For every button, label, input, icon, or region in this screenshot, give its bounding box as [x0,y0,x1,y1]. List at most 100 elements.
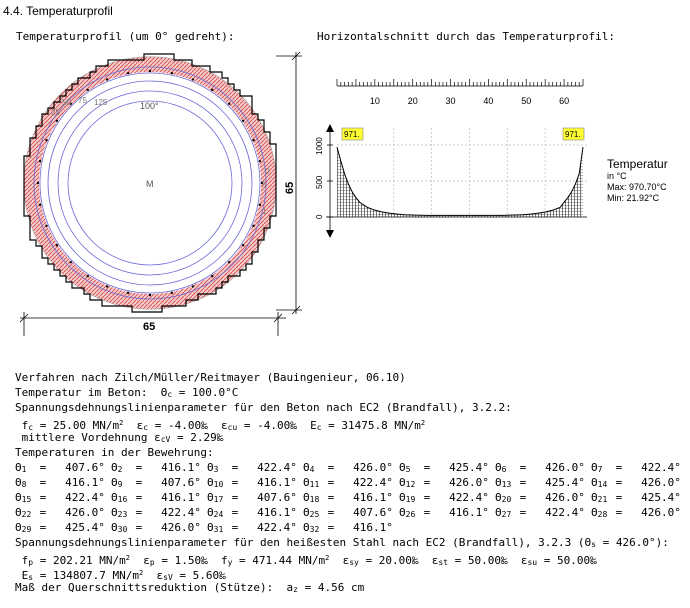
rebar-temperature: Θ14 = 426.0° [591,476,686,489]
rebar-temperature: Θ2 = 416.1° [111,461,206,474]
rebar-dot [258,159,262,163]
arc-label: 1 [262,207,267,216]
rebar-temperature: Θ25 = 407.6° [303,506,398,519]
equals: = [231,521,245,534]
subscript: c [167,390,173,399]
stepped-outline [23,53,277,313]
subscript: sy [349,558,359,567]
rebar-dot [170,291,174,295]
y-axis: 1000 500 0 [315,124,587,238]
rebar-temperature: Θ13 = 425.4° [495,476,590,489]
rebar-value: 416.1° [449,506,489,519]
rebar-temperature: Θ9 = 407.6° [111,476,206,489]
rebar-value: 416.1° [257,476,297,489]
peak-label-box [562,127,585,141]
symbol: Θ [111,521,118,534]
rebar-dot [36,181,40,185]
rebar-index: 28 [597,510,608,519]
symbol: Θ [111,491,118,504]
isotherm-lines [33,66,267,300]
rebar-index: 14 [597,480,608,489]
subscript: c [316,423,322,432]
y-tick-label: 500 [315,175,324,189]
rebar-temperature: Θ29 = 425.4° [15,521,110,534]
equals: = [327,476,341,489]
rebar-value: 425.4° [545,476,585,489]
rebar-dot [258,203,262,207]
rebar-index: 22 [21,510,32,519]
rebar-index: 30 [117,525,128,534]
subscript: cV [160,435,171,444]
symbol: Θ [207,476,214,489]
text: Spannungsdehnungslinienparameter für den… [15,536,585,549]
section-reduction-line: Maß der Querschnittsreduktion (Stütze): … [15,581,364,595]
rebar-temperature: Θ26 = 416.1° [399,506,494,519]
equals: = [423,491,437,504]
rebar-dot [252,138,255,142]
spacer [418,554,431,567]
rebar-dot [55,119,59,122]
equals: = [423,506,437,519]
superscript: 2 [325,554,330,562]
rebar-value: 407.6° [257,491,297,504]
symbol: ε [136,419,144,432]
rebar-value: 422.4° [449,491,489,504]
rebar-index: 7 [597,465,603,474]
equals: = [135,461,149,474]
rebar-value: 425.4° [65,521,105,534]
symbol: Θ [495,491,502,504]
symbol: E [21,569,29,582]
equals: = [135,506,149,519]
symbol: Θ [591,476,598,489]
equals: = [231,491,245,504]
equals: = [39,521,53,534]
rebar-temperature: Θ18 = 416.1° [303,491,398,504]
spacer [297,419,310,432]
rebar-index: 10 [213,480,224,489]
center-mark: M [146,179,154,189]
symbol: Θ [15,491,22,504]
equals: = [615,506,629,519]
rebar-value: 422.4° [161,506,201,519]
symbol: Θ [399,476,406,489]
rebar-index: 29 [21,525,32,534]
symbol: Θ [160,386,168,399]
rebar-dot [252,224,255,228]
rebar-index: 13 [501,480,512,489]
x-tick-label: 10 [370,96,380,106]
rebar-index: 12 [405,480,416,489]
rebar-value: 407.6° [65,461,105,474]
symbol: Θ [207,521,214,534]
equals: = [327,491,341,504]
rebar-temperature: Θ19 = 422.4° [399,491,494,504]
rebar-index: 2 [117,465,123,474]
rebar-value: 422.4° [353,476,393,489]
x-tick-label: 60 [559,96,569,106]
x-tick-label: 40 [483,96,493,106]
peak-label: 971. [565,130,581,139]
rebar-dot [126,71,130,75]
rebar-value: 422.4° [257,461,297,474]
symbol: Θ [495,461,502,474]
rebar-value: 416.1° [161,461,201,474]
rebar-index: 31 [213,525,224,534]
rebar-temperature: Θ31 = 422.4° [207,521,302,534]
x-tick-label: 20 [408,96,418,106]
superscript: 2 [139,569,144,577]
peak-label: 971. [344,130,360,139]
subscript: c [143,423,149,432]
rebar-value: 426.0° [641,476,681,489]
symbol: ε [520,554,528,567]
value: = -4.00‰ [237,419,297,432]
symbol: Θ [591,491,598,504]
subscript: p [28,558,34,567]
rebar-index: 27 [501,510,512,519]
rebar-dot [241,119,245,122]
rebar-value: 422.4° [65,491,105,504]
rebar-dot [148,69,152,73]
equals: = [519,506,533,519]
rebar-index: 9 [117,480,123,489]
rebar-value: 426.0° [161,521,201,534]
rebar-dot [69,260,73,264]
symbol: ε [431,554,439,567]
